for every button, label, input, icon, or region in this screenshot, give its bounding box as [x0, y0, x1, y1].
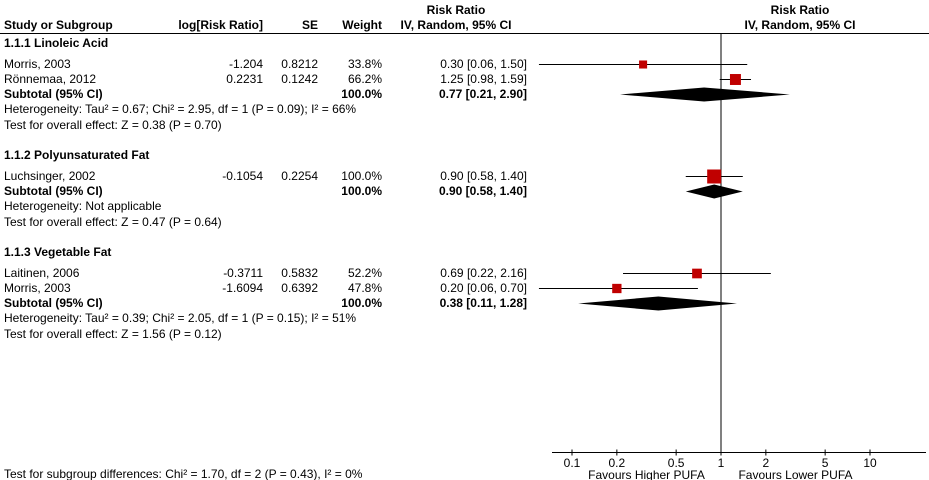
col-weight: Weight	[342, 18, 382, 32]
study-name: Morris, 2003	[4, 57, 71, 71]
axis-tick-label: 0.1	[564, 456, 581, 470]
study-weight: 47.8%	[347, 281, 382, 295]
study-ci-text: 0.20 [0.06, 0.70]	[440, 281, 527, 295]
subtotal-ci-text: 0.77 [0.21, 2.90]	[438, 87, 527, 101]
heterogeneity-text: Heterogeneity: Not applicable	[4, 199, 162, 213]
subtotal-row: Subtotal (95% CI) 100.0% 0.38 [0.11, 1.28]	[0, 296, 530, 311]
study-name: Rönnemaa, 2012	[4, 72, 97, 86]
study-row: Morris, 2003 -1.204 0.8212 33.8% 0.30 [0.06,…	[0, 57, 530, 72]
study-se: 0.5832	[281, 266, 318, 280]
study-ci-text: 0.69 [0.22, 2.16]	[440, 266, 527, 280]
study-log-risk-ratio: 0.2231	[226, 72, 263, 86]
column-headers: Study or Subgroup log[Risk Ratio] SE Wei…	[0, 18, 530, 33]
empty-cell	[162, 87, 263, 102]
study-ci-text: 1.25 [0.98, 1.59]	[440, 72, 527, 86]
overall-effect-text: Test for overall effect: Z = 0.38 (P = 0…	[4, 118, 222, 132]
col-se: SE	[301, 18, 318, 32]
study-se: 0.8212	[281, 57, 318, 71]
subtotal-diamond	[578, 296, 737, 311]
subtotal-ci-text: 0.38 [0.11, 1.28]	[439, 296, 527, 310]
effect-marker	[729, 74, 741, 85]
col-study-or-subgroup: Study or Subgroup	[4, 18, 113, 32]
subtotal-row: Subtotal (95% CI) 100.0% 0.77 [0.21, 2.90]	[0, 87, 530, 102]
subtotal-label: Subtotal (95% CI)	[4, 184, 103, 198]
favours-right-label: Favours Lower PUFA	[738, 468, 852, 480]
heterogeneity-text: Heterogeneity: Tau² = 0.67; Chi² = 2.95,…	[4, 102, 357, 116]
subtotal-row: Subtotal (95% CI) 100.0% 0.90 [0.58, 1.40]	[0, 184, 530, 199]
study-log-risk-ratio: -1.204	[228, 57, 263, 71]
subtotal-label: Subtotal (95% CI)	[4, 296, 103, 310]
subtotal-ci-text: 0.90 [0.58, 1.40]	[438, 184, 527, 198]
subtotal-weight: 100.0%	[341, 184, 382, 198]
effect-marker	[612, 283, 622, 294]
subtotal-diamond	[620, 87, 790, 102]
study-name: Laitinen, 2006	[4, 266, 80, 280]
empty-cell	[263, 87, 318, 102]
study-log-risk-ratio: -1.6094	[222, 281, 263, 295]
axis-tick-label: 2	[763, 456, 770, 470]
study-log-risk-ratio: -0.3711	[223, 266, 263, 280]
subtotal-label: Subtotal (95% CI)	[4, 87, 103, 101]
study-se: 0.2254	[281, 169, 318, 183]
spacer	[0, 231, 530, 245]
study-row: Luchsinger, 2002 -0.1054 0.2254 100.0% 0.90 …	[0, 169, 530, 184]
overall-effect-text: Test for overall effect: Z = 0.47 (P = 0…	[4, 215, 222, 229]
study-se: 0.1242	[281, 72, 318, 86]
subtotal-weight: 100.0%	[341, 87, 382, 101]
study-log-risk-ratio: -0.1054	[222, 169, 263, 183]
effect-marker	[707, 169, 722, 184]
subtotal-diamond	[685, 184, 743, 199]
axis-tick-label: 1	[718, 456, 725, 470]
study-row: Laitinen, 2006 -0.3711 0.5832 52.2% 0.69 [0.…	[0, 266, 530, 281]
overall-effect-text: Test for overall effect: Z = 1.56 (P = 0…	[4, 327, 222, 341]
study-weight: 66.2%	[347, 72, 382, 86]
study-row: Rönnemaa, 2012 0.2231 0.1242 66.2% 1.25 [0.9…	[0, 72, 530, 87]
spacer	[0, 134, 530, 148]
study-rows: 1.1.1 Linoleic Acid Morris, 2003 -1.204 0.8…	[0, 36, 530, 343]
axis-tick-label: 0.5	[668, 456, 685, 470]
study-se: 0.6392	[281, 281, 318, 295]
subgroup-title: 1.1.1 Linoleic Acid	[4, 36, 109, 50]
study-weight: 33.8%	[347, 57, 382, 71]
effect-marker	[639, 60, 648, 69]
plot-column-title: Risk Ratio	[770, 3, 830, 17]
empty-cell	[263, 184, 318, 199]
empty-cell	[162, 296, 263, 311]
study-weight: 52.2%	[347, 266, 382, 280]
study-ci-text: 0.90 [0.58, 1.40]	[440, 169, 527, 183]
study-weight: 100.0%	[341, 169, 382, 183]
subgroup-title: 1.1.2 Polyunsaturated Fat	[4, 148, 150, 162]
axis-tick-label: 5	[822, 456, 829, 470]
study-name: Morris, 2003	[4, 281, 71, 295]
col-ci-header: IV, Random, 95% CI	[400, 18, 512, 32]
axis-tick-label: 10	[863, 456, 877, 470]
axis-tick-label: 0.2	[609, 456, 626, 470]
favours-left-label: Favours Higher PUFA	[588, 468, 705, 480]
study-ci-text: 0.30 [0.06, 1.50]	[440, 57, 527, 71]
heterogeneity-text: Heterogeneity: Tau² = 0.39; Chi² = 2.05,…	[4, 311, 357, 325]
col-log-risk-ratio: log[Risk Ratio]	[178, 18, 263, 32]
study-row: Morris, 2003 -1.6094 0.6392 47.8% 0.20 [0.06…	[0, 281, 530, 296]
study-name: Luchsinger, 2002	[4, 169, 96, 183]
effect-marker	[692, 268, 702, 279]
empty-cell	[263, 296, 318, 311]
empty-cell	[162, 184, 263, 199]
plot-column-subtitle: IV, Random, 95% CI	[744, 18, 856, 32]
ci-column-title: Risk Ratio	[426, 3, 486, 17]
subtotal-weight: 100.0%	[341, 296, 382, 310]
subgroup-title: 1.1.3 Vegetable Fat	[4, 245, 112, 259]
subgroup-differences-text: Test for subgroup differences: Chi² = 1.…	[4, 467, 363, 480]
